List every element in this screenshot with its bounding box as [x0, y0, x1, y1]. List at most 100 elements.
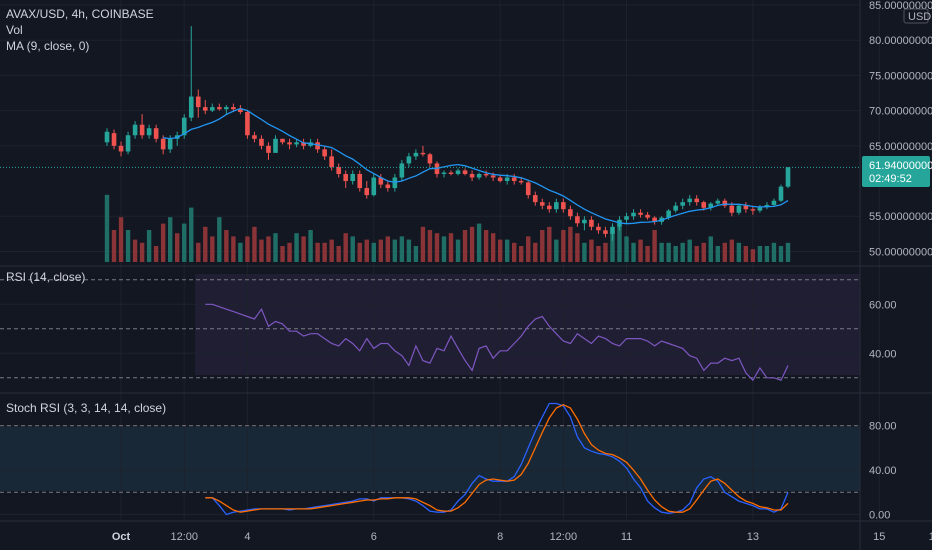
- candle-body[interactable]: [694, 198, 700, 203]
- candle-body[interactable]: [476, 173, 482, 178]
- candle-body[interactable]: [722, 200, 728, 206]
- candle-body[interactable]: [483, 173, 489, 176]
- vol-indicator-label[interactable]: Vol: [6, 23, 23, 37]
- candle-body[interactable]: [575, 216, 580, 224]
- candle-body[interactable]: [336, 166, 341, 174]
- candle-body[interactable]: [153, 128, 159, 139]
- candle-body[interactable]: [294, 142, 299, 145]
- candle-body[interactable]: [736, 205, 742, 213]
- currency-badge[interactable]: USD: [903, 8, 931, 24]
- candle-body[interactable]: [195, 96, 201, 108]
- candle-body[interactable]: [210, 107, 215, 111]
- candle-body[interactable]: [315, 142, 320, 150]
- candle-body[interactable]: [329, 156, 334, 167]
- candle-body[interactable]: [546, 205, 552, 210]
- candle-body[interactable]: [364, 188, 370, 196]
- candle-body[interactable]: [259, 138, 264, 146]
- candle-body[interactable]: [188, 96, 194, 118]
- candle-body[interactable]: [610, 226, 615, 234]
- candle-body[interactable]: [427, 154, 433, 164]
- stoch-indicator-label[interactable]: Stoch RSI (3, 3, 14, 14, close): [6, 401, 166, 415]
- stoch-axis[interactable]: 80.00 40.00 0.00: [869, 421, 897, 522]
- candle-body[interactable]: [532, 195, 538, 203]
- candle-body[interactable]: [252, 135, 257, 139]
- candle-body[interactable]: [708, 203, 714, 208]
- symbol-title[interactable]: AVAX/USD, 4h, COINBASE: [6, 7, 154, 21]
- candle-body[interactable]: [554, 202, 559, 210]
- candle-body[interactable]: [568, 209, 573, 217]
- candle-body[interactable]: [420, 152, 426, 155]
- candle-body[interactable]: [125, 135, 131, 152]
- candle-body[interactable]: [687, 198, 693, 203]
- candle-body[interactable]: [624, 216, 629, 220]
- candle-body[interactable]: [217, 107, 222, 110]
- candle-body[interactable]: [181, 117, 187, 136]
- candle-body[interactable]: [603, 230, 608, 234]
- candle-body[interactable]: [160, 138, 166, 150]
- candle-body[interactable]: [441, 172, 447, 174]
- candle-body[interactable]: [104, 131, 110, 143]
- candle-body[interactable]: [757, 207, 763, 211]
- candle-body[interactable]: [778, 186, 784, 201]
- candle-body[interactable]: [280, 138, 285, 143]
- candle-body[interactable]: [266, 145, 271, 153]
- candle-body[interactable]: [385, 184, 391, 189]
- candle-body[interactable]: [539, 202, 545, 206]
- candle-body[interactable]: [111, 133, 117, 146]
- candle-body[interactable]: [167, 138, 173, 150]
- candle-body[interactable]: [238, 109, 243, 113]
- candle-body[interactable]: [462, 170, 468, 174]
- candle-body[interactable]: [343, 173, 349, 182]
- candle-body[interactable]: [652, 217, 657, 222]
- candle-body[interactable]: [490, 175, 496, 178]
- candle-body[interactable]: [357, 173, 363, 189]
- candle-body[interactable]: [589, 219, 594, 227]
- candle-body[interactable]: [469, 173, 475, 178]
- candle-body[interactable]: [146, 128, 152, 136]
- candle-body[interactable]: [631, 212, 636, 217]
- candle-body[interactable]: [666, 210, 671, 218]
- candle-body[interactable]: [139, 124, 145, 136]
- candle-body[interactable]: [582, 219, 587, 224]
- candle-body[interactable]: [645, 214, 650, 218]
- candle-body[interactable]: [448, 172, 454, 174]
- candle-body[interactable]: [350, 173, 356, 182]
- candle-body[interactable]: [399, 163, 405, 178]
- candle-body[interactable]: [231, 107, 236, 110]
- candle-body[interactable]: [511, 177, 517, 182]
- candle-body[interactable]: [287, 142, 292, 145]
- candle-body[interactable]: [638, 212, 643, 215]
- candle-body[interactable]: [743, 205, 749, 210]
- candle-body[interactable]: [413, 152, 419, 157]
- price-axis[interactable]: 85.0000000080.0000000075.0000000070.0000…: [869, 0, 932, 258]
- candle-body[interactable]: [202, 107, 208, 111]
- candle-body[interactable]: [322, 149, 327, 157]
- candle-body[interactable]: [785, 167, 791, 187]
- candle-body[interactable]: [455, 170, 461, 174]
- candle-body[interactable]: [406, 156, 412, 164]
- candle-body[interactable]: [118, 145, 124, 152]
- candle-body[interactable]: [371, 177, 377, 196]
- ma-indicator-label[interactable]: MA (9, close, 0): [6, 39, 89, 53]
- candle-body[interactable]: [701, 202, 707, 208]
- candle-body[interactable]: [771, 200, 777, 205]
- candle-body[interactable]: [504, 177, 510, 182]
- rsi-axis[interactable]: 60.00 40.00: [869, 299, 897, 360]
- candle-body[interactable]: [729, 205, 735, 213]
- candle-body[interactable]: [497, 177, 503, 182]
- candle-body[interactable]: [273, 138, 278, 153]
- rsi-indicator-label[interactable]: RSI (14, close): [6, 270, 85, 284]
- candle-body[interactable]: [596, 226, 601, 231]
- candle-body[interactable]: [132, 124, 138, 136]
- candle-body[interactable]: [715, 200, 721, 204]
- candle-body[interactable]: [750, 209, 756, 211]
- candle-body[interactable]: [245, 112, 250, 136]
- candle-body[interactable]: [680, 202, 685, 206]
- candle-body[interactable]: [301, 142, 306, 146]
- candlesticks[interactable]: [104, 26, 791, 241]
- candle-body[interactable]: [378, 177, 384, 185]
- candle-body[interactable]: [224, 107, 229, 110]
- candle-body[interactable]: [518, 181, 524, 183]
